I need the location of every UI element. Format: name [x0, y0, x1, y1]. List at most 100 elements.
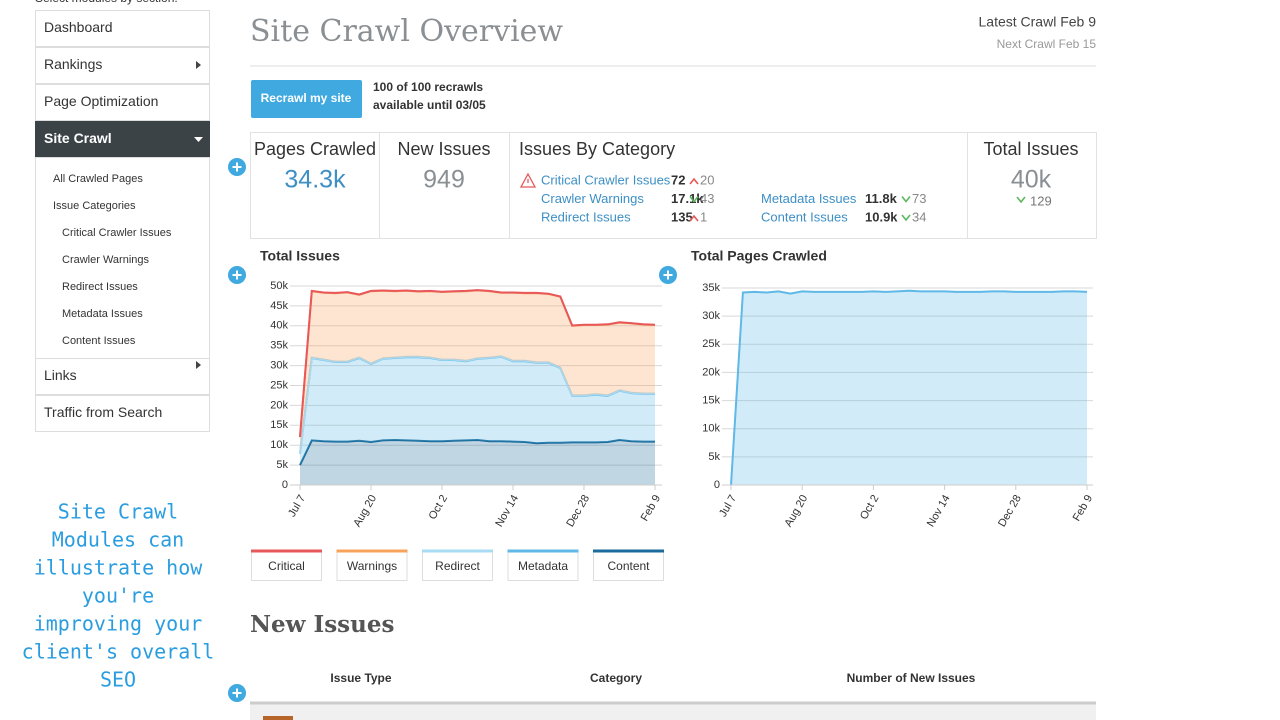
- add-button[interactable]: [228, 684, 246, 702]
- nav-item-label[interactable]: Dashboard: [44, 19, 113, 35]
- category-name[interactable]: Critical Crawler Issues: [541, 172, 671, 187]
- area: [731, 290, 1087, 485]
- recrawl-info: available until 03/05: [373, 98, 486, 112]
- legend-label[interactable]: Content: [607, 559, 650, 573]
- stat-value: 34.3k: [284, 166, 346, 194]
- warning-icon: [519, 172, 537, 188]
- add-buttons: [228, 158, 677, 702]
- legend-item[interactable]: [336, 550, 408, 581]
- y-tick-label: 0: [714, 479, 720, 491]
- trend-arrow: [689, 177, 699, 185]
- category-change: 43: [700, 191, 714, 206]
- nav-item-label[interactable]: Traffic from Search: [44, 404, 162, 420]
- y-tick-label: 30k: [270, 360, 288, 372]
- nav-item[interactable]: [35, 47, 210, 84]
- trend-arrow: [901, 196, 911, 203]
- subnav-item[interactable]: Critical Crawler Issues: [62, 227, 172, 239]
- add-button[interactable]: [228, 158, 246, 176]
- category-name[interactable]: Metadata Issues: [761, 191, 857, 206]
- nav-item-label[interactable]: Page Optimization: [44, 93, 158, 109]
- recrawl-button[interactable]: [251, 80, 362, 118]
- trend-arrow: [689, 196, 699, 203]
- legend-item[interactable]: [507, 550, 579, 581]
- nav-item[interactable]: [35, 10, 210, 47]
- annotation: client's overall: [22, 640, 215, 664]
- category-count: 17.1k: [671, 191, 704, 206]
- add-button[interactable]: [228, 266, 246, 284]
- y-tick-label: 30k: [702, 310, 720, 322]
- subnav-item[interactable]: Metadata Issues: [62, 308, 143, 320]
- chart-title: Total Issues: [260, 248, 340, 264]
- y-tick-label: 20k: [270, 399, 288, 411]
- nav-item-label[interactable]: Site Crawl: [44, 130, 112, 146]
- line: [730, 289, 1088, 486]
- category-name[interactable]: Content Issues: [761, 209, 848, 224]
- category-change: 1: [700, 209, 707, 224]
- nav-item-label[interactable]: Rankings: [44, 56, 102, 72]
- subnav: [35, 157, 210, 359]
- stat-change: 129: [1030, 193, 1052, 208]
- column-header: Issue Type: [330, 671, 391, 685]
- category-count: 11.8k: [865, 191, 898, 206]
- stat-value: 40k: [1011, 166, 1052, 194]
- legend-label[interactable]: Critical: [268, 559, 305, 573]
- nav-item[interactable]: [35, 84, 210, 121]
- category-name[interactable]: Redirect Issues: [541, 209, 631, 224]
- nav-item[interactable]: [35, 358, 210, 395]
- area: [300, 440, 655, 485]
- category-change: 34: [912, 209, 926, 224]
- line: [299, 289, 656, 438]
- annotation: SEO: [100, 668, 136, 692]
- annotation: illustrate how: [34, 556, 204, 580]
- stat-label: Pages Crawled: [254, 139, 376, 159]
- subnav-item[interactable]: Issue Categories: [53, 200, 136, 212]
- subnav-item[interactable]: Crawler Warnings: [62, 254, 150, 266]
- trend-arrow: [901, 214, 911, 222]
- legend-label[interactable]: Metadata: [518, 559, 568, 573]
- recrawl-button-label[interactable]: Recrawl my site: [261, 91, 352, 105]
- subnav-item[interactable]: Content Issues: [62, 335, 136, 347]
- y-tick-label: 40k: [270, 320, 288, 332]
- y-tick-label: 20k: [702, 366, 720, 378]
- sidebar-prompt: Select modules by section:: [35, 0, 178, 5]
- latest-crawl: Latest Crawl Feb 9: [979, 14, 1097, 30]
- legend-label[interactable]: Warnings: [347, 559, 397, 573]
- subnav-item[interactable]: Redirect Issues: [62, 281, 138, 293]
- next-crawl: Next Crawl Feb 15: [997, 37, 1097, 51]
- subnav-item[interactable]: All Crawled Pages: [53, 173, 143, 185]
- y-tick-label: 45k: [270, 300, 288, 312]
- y-tick-label: 5k: [276, 459, 288, 471]
- legend-item[interactable]: [593, 550, 664, 581]
- nav-item-label[interactable]: Links: [44, 367, 77, 383]
- y-tick-label: 10k: [270, 439, 288, 451]
- y-tick-label: 15k: [702, 394, 720, 406]
- stats-panel: [250, 132, 1097, 239]
- stat-label: Total Issues: [983, 139, 1078, 159]
- annotation: Site Crawl: [58, 500, 178, 524]
- stat-label: New Issues: [397, 139, 490, 159]
- y-tick-label: 10k: [702, 423, 720, 435]
- section-title: New Issues: [250, 611, 394, 638]
- y-tick-label: 25k: [702, 338, 720, 350]
- category-count: 10.9k: [865, 209, 898, 224]
- annotation: you're: [82, 584, 154, 608]
- legend-item[interactable]: [251, 550, 322, 581]
- stat-value: 949: [423, 166, 465, 194]
- y-tick-label: 15k: [270, 419, 288, 431]
- recrawl-info: 100 of 100 recrawls: [373, 80, 483, 94]
- stat-label: Issues By Category: [519, 139, 675, 159]
- legend-label[interactable]: Redirect: [435, 559, 480, 573]
- category-name[interactable]: Crawler Warnings: [541, 191, 644, 206]
- column-header: Category: [590, 671, 642, 685]
- expand-arrow: [196, 361, 201, 369]
- annotation: Modules can: [52, 528, 184, 552]
- table-row: [250, 704, 1096, 720]
- add-button[interactable]: [659, 266, 677, 284]
- y-tick-label: 50k: [270, 280, 288, 292]
- nav-item[interactable]: [35, 395, 210, 432]
- category-count: 72: [671, 172, 685, 187]
- area: [300, 290, 655, 454]
